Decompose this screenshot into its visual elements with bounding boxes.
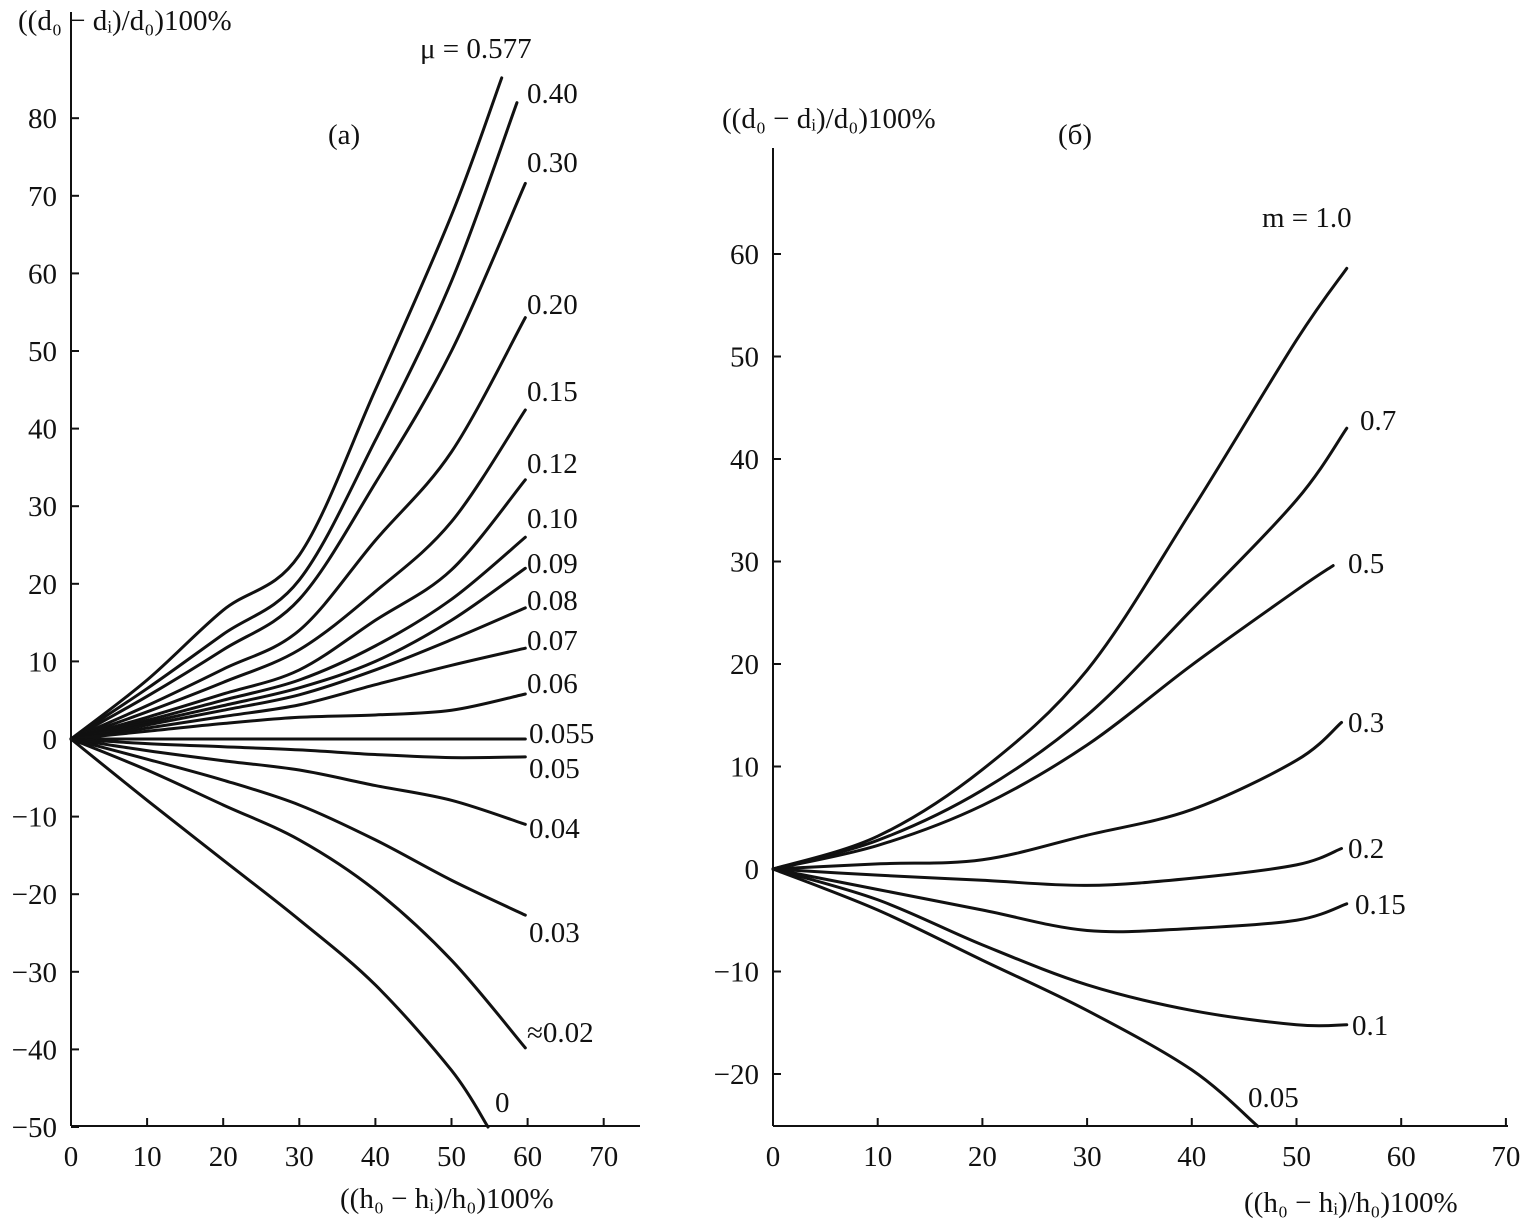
x-tick-label: 0	[64, 1141, 79, 1173]
series-label: 0.5	[1348, 548, 1384, 580]
series-line-1	[69, 101, 519, 741]
x-tick-label: 40	[361, 1141, 390, 1173]
series-line-14	[69, 737, 527, 917]
x-tick-label: 20	[968, 1141, 997, 1173]
panel-a-ylabel: ((d₀ − dᵢ)/d₀)100%	[18, 5, 232, 37]
series-line-15	[69, 737, 527, 1050]
series-line-3	[771, 720, 1344, 871]
y-tick-label: −30	[12, 957, 57, 989]
x-tick-label: 40	[1177, 1141, 1206, 1173]
x-tick-label: 50	[437, 1141, 466, 1173]
series-label: 0.10	[527, 503, 578, 535]
y-tick-label: 60	[730, 239, 759, 271]
series-label: m = 1.0	[1262, 202, 1352, 234]
series-line-4	[69, 408, 527, 741]
panel-a-label: (a)	[328, 119, 360, 151]
series-label: 0.15	[527, 376, 578, 408]
series-line-4	[771, 847, 1344, 887]
series-line-5	[69, 478, 527, 741]
x-tick-label: 10	[863, 1141, 892, 1173]
series-label: 0.20	[527, 289, 578, 321]
y-tick-label: 70	[28, 181, 57, 213]
x-tick-label: 30	[285, 1141, 314, 1173]
series-line-6	[771, 867, 1349, 1028]
series-line-3	[69, 316, 527, 741]
series-label: 0.12	[527, 448, 578, 480]
series-label: 0.2	[1348, 833, 1384, 865]
y-tick-label: 40	[730, 444, 759, 476]
series-label: 0.03	[529, 917, 580, 949]
series-line-16	[69, 737, 490, 1129]
panel-b: ((d₀ − dᵢ)/d₀)100% (б) ((h₀ − hᵢ)/h₀)100…	[714, 103, 1521, 1219]
y-tick-label: −10	[714, 957, 759, 989]
series-label: ≈0.02	[527, 1017, 594, 1049]
panel-a: ((d₀ − dᵢ)/d₀)100% (a) ((h₀ − hᵢ)/h₀)100…	[12, 5, 640, 1215]
series-label: 0.09	[527, 548, 578, 580]
series-line-13	[69, 737, 527, 826]
y-tick-label: 60	[28, 258, 57, 290]
y-tick-label: −40	[12, 1034, 57, 1066]
x-tick-label: 50	[1282, 1141, 1311, 1173]
series-label: 0.07	[527, 625, 578, 657]
x-tick-label: 10	[133, 1141, 162, 1173]
series-label: 0.30	[527, 147, 578, 179]
series-label: 0.3	[1348, 707, 1384, 739]
series-line-7	[69, 566, 527, 741]
x-tick-label: 70	[1491, 1141, 1520, 1173]
y-tick-label: 0	[745, 854, 760, 886]
y-tick-label: 10	[28, 646, 57, 678]
x-tick-label: 60	[1387, 1141, 1416, 1173]
series-line-0	[771, 266, 1349, 871]
series-label: 0.05	[1248, 1082, 1299, 1114]
series-label: μ = 0.577	[420, 33, 532, 65]
x-tick-label: 30	[1073, 1141, 1102, 1173]
y-tick-label: 20	[28, 569, 57, 601]
series-line-6	[69, 535, 527, 741]
y-tick-label: −20	[714, 1059, 759, 1091]
y-tick-label: 50	[730, 342, 759, 374]
series-line-12	[69, 737, 527, 760]
series-label: 0.05	[529, 753, 580, 785]
panel-a-xlabel: ((h₀ − hᵢ)/h₀)100%	[340, 1183, 554, 1215]
y-tick-label: 40	[28, 414, 57, 446]
series-line-10	[69, 692, 527, 741]
y-tick-label: −20	[12, 879, 57, 911]
series-line-0	[69, 76, 504, 741]
series-label: 0.04	[529, 813, 580, 845]
panel-b-xlabel: ((h₀ − hᵢ)/h₀)100%	[1244, 1187, 1458, 1219]
series-label: 0.7	[1360, 405, 1396, 437]
series-line-7	[771, 867, 1260, 1128]
y-tick-label: 30	[28, 491, 57, 523]
x-tick-label: 60	[513, 1141, 542, 1173]
y-tick-label: −10	[12, 802, 57, 834]
series-line-8	[69, 606, 527, 741]
series-line-2	[771, 564, 1335, 871]
panel-b-ylabel: ((d₀ − dᵢ)/d₀)100%	[722, 103, 936, 135]
panel-b-label: (б)	[1058, 119, 1092, 151]
y-tick-label: 50	[28, 336, 57, 368]
series-line-2	[69, 181, 527, 741]
series-label: 0.15	[1355, 889, 1406, 921]
y-tick-label: 30	[730, 547, 759, 579]
x-tick-label: 0	[766, 1141, 781, 1173]
x-tick-label: 70	[589, 1141, 618, 1173]
series-label: 0.08	[527, 585, 578, 617]
y-tick-label: 80	[28, 103, 57, 135]
x-tick-label: 20	[209, 1141, 238, 1173]
y-tick-label: 20	[730, 649, 759, 681]
series-label: 0.06	[527, 668, 578, 700]
series-line-9	[69, 646, 527, 741]
series-label: 0.1	[1352, 1010, 1388, 1042]
series-line-1	[771, 426, 1349, 871]
y-tick-label: 0	[43, 724, 58, 756]
series-label: 0.055	[529, 718, 594, 750]
y-tick-label: 10	[730, 752, 759, 784]
series-line-5	[771, 867, 1349, 934]
series-label: 0	[495, 1087, 510, 1119]
series-label: 0.40	[527, 78, 578, 110]
y-tick-label: −50	[12, 1112, 57, 1144]
